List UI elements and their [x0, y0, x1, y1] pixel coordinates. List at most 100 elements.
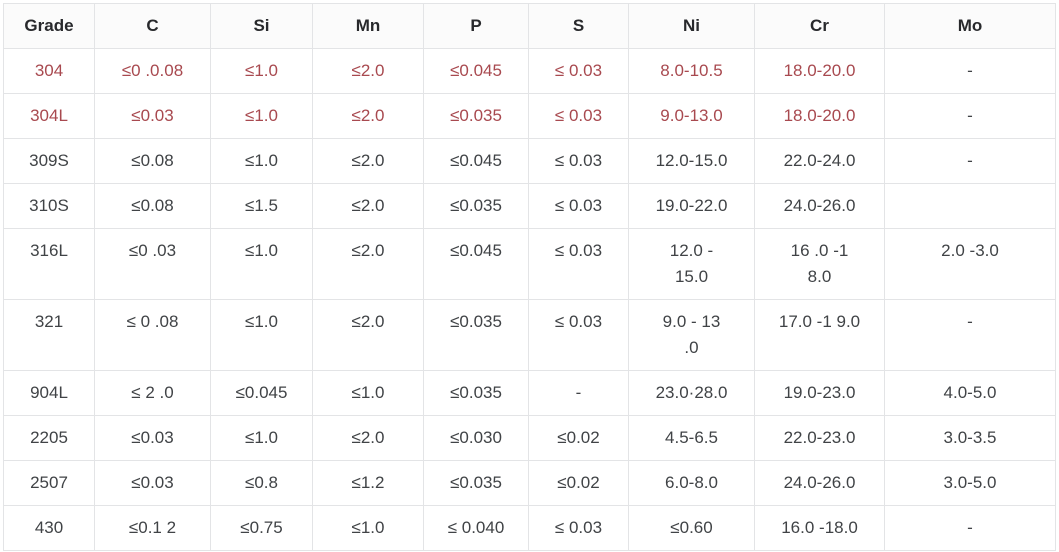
value-cell: ≤1.0	[210, 415, 313, 461]
grade-cell: 304L	[3, 93, 95, 139]
value-cell: 8.0-10.5	[628, 48, 755, 94]
value-cell: ≤1.5	[210, 183, 313, 229]
value-cell: ≤0.035	[423, 299, 529, 371]
value-cell: -	[884, 138, 1056, 184]
value-cell: -	[884, 93, 1056, 139]
value-cell: ≤0.75	[210, 505, 313, 551]
column-header-mo: Mo	[884, 3, 1056, 49]
grade-cell: 321	[3, 299, 95, 371]
table-row: 304L ≤0.03 ≤1.0 ≤2.0 ≤0.035 ≤ 0.03 9.0-13.0 18.…	[3, 93, 1056, 139]
composition-table: Grade C Si Mn P S Ni Cr Mo 304 ≤0 .0.08 ≤1.0 ≤2.0 ≤0…	[3, 3, 1056, 551]
grade-cell: 904L	[3, 370, 95, 416]
value-cell: -	[884, 48, 1056, 94]
value-cell: ≤1.2	[312, 460, 424, 506]
value-cell: ≤0.045	[423, 228, 529, 300]
grade-cell: 304	[3, 48, 95, 94]
value-cell: ≤2.0	[312, 228, 424, 300]
value-cell: 22.0-24.0	[754, 138, 885, 184]
value-cell: ≤1.0	[312, 370, 424, 416]
value-cell: ≤0 .0.08	[94, 48, 211, 94]
value-cell: 3.0-5.0	[884, 460, 1056, 506]
value-cell: ≤0.035	[423, 183, 529, 229]
value-cell: -	[884, 299, 1056, 371]
value-cell: ≤1.0	[210, 138, 313, 184]
value-cell: ≤ 0.03	[528, 48, 629, 94]
value-cell: 23.0·28.0	[628, 370, 755, 416]
value-cell: ≤0.030	[423, 415, 529, 461]
table-row: 2205 ≤0.03 ≤1.0 ≤2.0 ≤0.030 ≤0.02 4.5-6.5 22.0-…	[3, 415, 1056, 461]
value-cell: 16 .0 -1 8.0	[754, 228, 885, 300]
value-cell: ≤ 0.03	[528, 505, 629, 551]
value-cell: 24.0-26.0	[754, 460, 885, 506]
value-cell: 4.0-5.0	[884, 370, 1056, 416]
table-row: 310S ≤0.08 ≤1.5 ≤2.0 ≤0.035 ≤ 0.03 19.0-22.0 24…	[3, 183, 1056, 229]
column-header-cr: Cr	[754, 3, 885, 49]
table-row: 321 ≤ 0 .08 ≤1.0 ≤2.0 ≤0.035 ≤ 0.03 9.0 - 13 .…	[3, 299, 1056, 371]
value-cell: ≤1.0	[210, 48, 313, 94]
value-cell: ≤ 2 .0	[94, 370, 211, 416]
value-cell: ≤ 0.03	[528, 299, 629, 371]
value-cell: ≤2.0	[312, 299, 424, 371]
column-header-mn: Mn	[312, 3, 424, 49]
value-cell: ≤ 0.040	[423, 505, 529, 551]
column-header-p: P	[423, 3, 529, 49]
value-cell: 19.0-23.0	[754, 370, 885, 416]
value-cell: ≤0.035	[423, 370, 529, 416]
value-cell: ≤2.0	[312, 48, 424, 94]
value-cell: 3.0-3.5	[884, 415, 1056, 461]
grade-cell: 310S	[3, 183, 95, 229]
grade-cell: 2507	[3, 460, 95, 506]
value-cell: 17.0 -1 9.0	[754, 299, 885, 371]
value-cell: ≤ 0.03	[528, 183, 629, 229]
value-cell: 18.0-20.0	[754, 48, 885, 94]
value-cell: 16.0 -18.0	[754, 505, 885, 551]
value-cell: ≤2.0	[312, 183, 424, 229]
table-row: 904L ≤ 2 .0 ≤0.045 ≤1.0 ≤0.035-23.0·28.0 19.0…	[3, 370, 1056, 416]
value-cell: ≤ 0.03	[528, 93, 629, 139]
value-cell: 2.0 -3.0	[884, 228, 1056, 300]
value-cell: -	[884, 505, 1056, 551]
value-cell: ≤0.60	[628, 505, 755, 551]
column-header-s: S	[528, 3, 629, 49]
value-cell: ≤1.0	[210, 93, 313, 139]
value-cell: ≤0.8	[210, 460, 313, 506]
value-cell: 12.0-15.0	[628, 138, 755, 184]
header-row: Grade C Si Mn P S Ni Cr Mo	[3, 3, 1056, 49]
grade-cell: 2205	[3, 415, 95, 461]
value-cell: ≤0.02	[528, 460, 629, 506]
value-cell: 6.0-8.0	[628, 460, 755, 506]
table-row: 2507 ≤0.03 ≤0.8 ≤1.2 ≤0.035 ≤0.02 6.0-8.0 24.0-…	[3, 460, 1056, 506]
value-cell: ≤0.045	[210, 370, 313, 416]
value-cell: ≤0.035	[423, 93, 529, 139]
column-header-ni: Ni	[628, 3, 755, 49]
value-cell: ≤0.03	[94, 93, 211, 139]
table-body: 304 ≤0 .0.08 ≤1.0 ≤2.0 ≤0.045 ≤ 0.03 8.0-10.5 1…	[3, 48, 1056, 551]
table-row: 430 ≤0.1 2 ≤0.75 ≤1.0 ≤ 0.040 ≤ 0.03 ≤0.60 16.0…	[3, 505, 1056, 551]
grade-cell: 316L	[3, 228, 95, 300]
column-header-grade: Grade	[3, 3, 95, 49]
column-header-si: Si	[210, 3, 313, 49]
value-cell: 4.5-6.5	[628, 415, 755, 461]
value-cell: 9.0 - 13 .0	[628, 299, 755, 371]
column-header-c: C	[94, 3, 211, 49]
value-cell: ≤ 0.03	[528, 228, 629, 300]
value-cell: ≤ 0.03	[528, 138, 629, 184]
table-row: 304 ≤0 .0.08 ≤1.0 ≤2.0 ≤0.045 ≤ 0.03 8.0-10.5 1…	[3, 48, 1056, 94]
value-cell: 22.0-23.0	[754, 415, 885, 461]
value-cell: ≤0.03	[94, 460, 211, 506]
value-cell: ≤0.08	[94, 138, 211, 184]
value-cell: ≤2.0	[312, 93, 424, 139]
value-cell: ≤1.0	[210, 299, 313, 371]
value-cell: 24.0-26.0	[754, 183, 885, 229]
grade-cell: 430	[3, 505, 95, 551]
table-row: 309S ≤0.08 ≤1.0 ≤2.0 ≤0.045 ≤ 0.03 12.0-15.0 22…	[3, 138, 1056, 184]
grade-cell: 309S	[3, 138, 95, 184]
value-cell: ≤1.0	[312, 505, 424, 551]
value-cell: ≤0.03	[94, 415, 211, 461]
table-row: 316L ≤0 .03 ≤1.0 ≤2.0 ≤0.045 ≤ 0.03 12.0 - 15.…	[3, 228, 1056, 300]
value-cell: 12.0 - 15.0	[628, 228, 755, 300]
value-cell: ≤0.045	[423, 48, 529, 94]
value-cell: ≤2.0	[312, 138, 424, 184]
value-cell: 19.0-22.0	[628, 183, 755, 229]
